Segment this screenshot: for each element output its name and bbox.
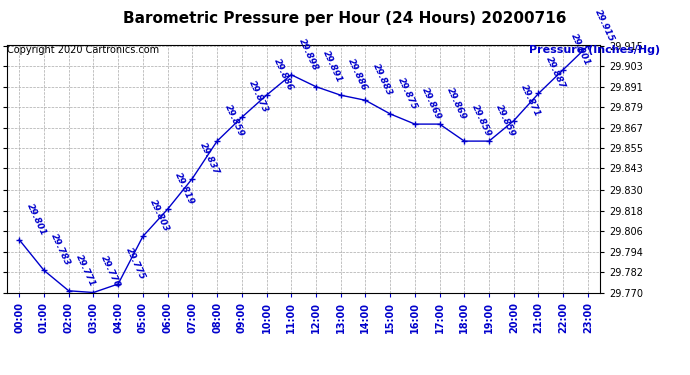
Text: 29.883: 29.883 (371, 62, 394, 98)
Text: 29.886: 29.886 (346, 57, 369, 92)
Text: Copyright 2020 Cartronics.com: Copyright 2020 Cartronics.com (7, 45, 159, 55)
Text: 29.887: 29.887 (544, 56, 566, 91)
Text: 29.859: 29.859 (470, 103, 493, 138)
Text: 29.873: 29.873 (247, 80, 270, 114)
Text: 29.801: 29.801 (25, 202, 48, 237)
Text: 29.871: 29.871 (520, 83, 542, 118)
Text: Pressure (Inches/Hg): Pressure (Inches/Hg) (529, 45, 660, 55)
Text: 29.886: 29.886 (272, 57, 295, 92)
Text: 29.869: 29.869 (420, 86, 443, 122)
Text: Barometric Pressure per Hour (24 Hours) 20200716: Barometric Pressure per Hour (24 Hours) … (124, 11, 566, 26)
Text: 29.859: 29.859 (495, 103, 518, 138)
Text: 29.901: 29.901 (569, 32, 591, 67)
Text: 29.898: 29.898 (297, 37, 319, 72)
Text: 29.875: 29.875 (395, 76, 418, 111)
Text: 29.771: 29.771 (75, 253, 97, 288)
Text: 29.837: 29.837 (198, 141, 221, 176)
Text: 29.819: 29.819 (173, 171, 196, 206)
Text: 29.915: 29.915 (593, 8, 616, 43)
Text: 29.891: 29.891 (322, 49, 344, 84)
Text: 29.770: 29.770 (99, 255, 121, 290)
Text: 29.783: 29.783 (50, 232, 72, 268)
Text: 29.775: 29.775 (124, 246, 146, 281)
Text: 29.859: 29.859 (223, 103, 246, 138)
Text: 29.869: 29.869 (445, 86, 468, 122)
Text: 29.803: 29.803 (148, 198, 171, 234)
